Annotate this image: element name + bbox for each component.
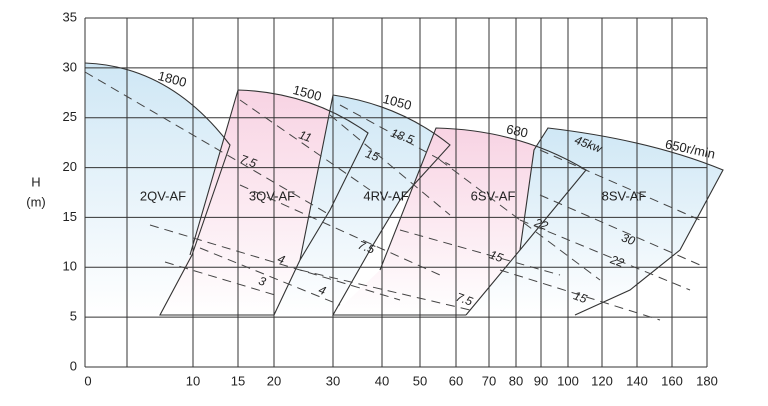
- region-fill: [274, 95, 450, 315]
- speed-label: 1050: [381, 91, 413, 113]
- x-tick-label: 160: [661, 373, 683, 388]
- speed-label: 680: [505, 121, 529, 140]
- power-line: [84, 71, 331, 216]
- power-line: [439, 159, 601, 281]
- region-name: 2QV-AF: [140, 188, 186, 203]
- x-tick-label: 180: [696, 373, 718, 388]
- power-line: [149, 224, 401, 301]
- x-tick-label: 90: [534, 373, 548, 388]
- x-tick-label: 50: [413, 373, 427, 388]
- region-name: 6SV-AF: [471, 188, 516, 203]
- region-name: 3QV-AF: [249, 188, 295, 203]
- region-fill: [160, 90, 368, 315]
- y-tick-label: 30: [63, 59, 77, 74]
- power-line: [199, 247, 341, 306]
- x-tick-label: 20: [267, 373, 281, 388]
- power-line: [164, 261, 276, 296]
- y-axis-unit: (m): [26, 194, 46, 209]
- power-line: [339, 104, 451, 166]
- speed-label: 1800: [156, 68, 188, 90]
- x-tick-label: 30: [326, 373, 340, 388]
- x-tick-label: 100: [557, 373, 579, 388]
- x-tick-label: 10: [186, 373, 200, 388]
- power-line: [239, 184, 441, 276]
- power-line: [499, 269, 661, 321]
- power-label: 22: [608, 252, 627, 270]
- region-fill: [85, 63, 230, 315]
- power-line: [399, 229, 561, 276]
- power-label: 4: [276, 252, 287, 268]
- power-label: 7.5: [238, 152, 259, 171]
- power-label: 30: [620, 230, 638, 248]
- power-line: [329, 114, 451, 216]
- x-tick-label: 60: [449, 373, 463, 388]
- power-label: 15: [364, 146, 382, 164]
- y-tick-label: 5: [70, 309, 77, 324]
- x-tick-label: 140: [626, 373, 648, 388]
- power-label: 3: [257, 274, 268, 290]
- power-label: 11: [297, 128, 314, 145]
- region-name: 4RV-AF: [363, 188, 408, 203]
- power-label: 15: [488, 247, 506, 265]
- power-line: [519, 219, 691, 291]
- region-outline: [189, 89, 369, 316]
- x-tick-label: 70: [482, 373, 496, 388]
- y-tick-label: 15: [63, 209, 77, 224]
- region-outline: [299, 94, 466, 316]
- power-label: 22: [532, 215, 551, 233]
- region-outline: [519, 127, 724, 316]
- power-label: 4: [317, 283, 328, 299]
- power-label: 15: [572, 288, 590, 306]
- y-tick-label: 10: [63, 259, 77, 274]
- power-label: 7.5: [356, 238, 377, 257]
- speed-label: 1500: [291, 82, 323, 104]
- power-line: [239, 99, 371, 191]
- x-tick-label: 15: [231, 373, 245, 388]
- region-name: 8SV-AF: [602, 188, 647, 203]
- y-tick-label: 25: [63, 109, 77, 124]
- x-tick-label: 80: [509, 373, 523, 388]
- power-label: 7.5: [454, 290, 475, 309]
- x-tick-label: 40: [375, 373, 389, 388]
- y-tick-label: 35: [63, 9, 77, 24]
- y-axis-label: H: [31, 174, 40, 189]
- y-tick-label: 0: [70, 358, 77, 373]
- x-tick-label: 120: [591, 373, 613, 388]
- x-tick-label: 0: [84, 373, 91, 388]
- region-fill: [466, 128, 723, 315]
- region-fill: [333, 128, 586, 315]
- y-tick-label: 20: [63, 159, 77, 174]
- region-outline: [84, 62, 274, 316]
